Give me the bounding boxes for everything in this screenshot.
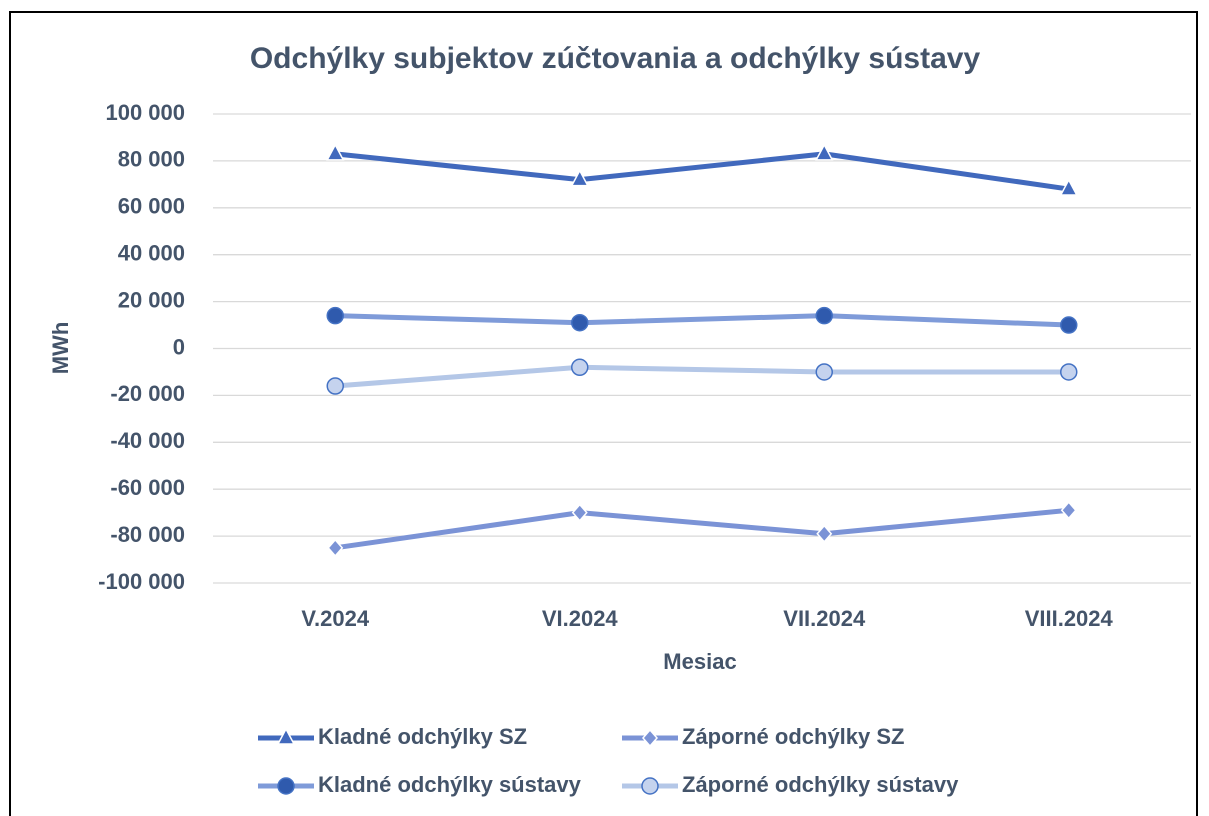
- data-point: [571, 503, 588, 522]
- data-point: [326, 377, 344, 395]
- data-point: [571, 313, 589, 332]
- x-tick-label: VI.2024: [542, 606, 619, 631]
- legend-marker: [641, 777, 659, 795]
- legend-label: Záporné odchýlky SZ: [682, 724, 905, 749]
- series-line: [334, 151, 1070, 192]
- data-point: [815, 363, 833, 381]
- y-tick-label: 40 000: [118, 241, 185, 266]
- legend-label: Kladné odchýlky sústavy: [318, 772, 582, 797]
- x-tick-label: V.2024: [301, 606, 369, 631]
- data-point: [1059, 178, 1078, 196]
- y-tick-label: -20 000: [110, 381, 185, 406]
- data-point: [570, 169, 589, 187]
- y-tick-label: -100 000: [98, 569, 185, 594]
- y-axis-title: MWh: [48, 322, 73, 375]
- data-point: [1060, 501, 1077, 520]
- data-point: [571, 358, 589, 377]
- legend-label: Kladné odchýlky SZ: [318, 724, 527, 749]
- series-line: [334, 507, 1069, 551]
- y-tick-label: 0: [173, 334, 185, 359]
- x-axis-title: Mesiac: [663, 649, 736, 674]
- y-tick-label: -60 000: [110, 475, 185, 500]
- series-line: [335, 364, 1069, 389]
- data-point: [1060, 316, 1078, 334]
- y-tick-label: 100 000: [105, 100, 185, 125]
- data-point: [326, 306, 344, 325]
- data-point: [327, 538, 344, 557]
- legend-marker: [276, 727, 296, 745]
- x-tick-label: VII.2024: [783, 606, 866, 631]
- chart-frame: [9, 11, 1198, 816]
- legend-label: Záporné odchýlky sústavy: [682, 772, 959, 797]
- chart-title: Odchýlky subjektov zúčtovania a odchýlky…: [250, 42, 981, 75]
- legend-marker: [277, 777, 295, 795]
- y-tick-label: -80 000: [110, 522, 185, 547]
- data-point: [815, 143, 834, 161]
- x-tick-label: VIII.2024: [1025, 606, 1114, 631]
- data-point: [1060, 363, 1078, 381]
- data-point: [815, 306, 833, 325]
- y-tick-label: 20 000: [118, 287, 185, 312]
- data-point: [816, 524, 833, 543]
- legend-marker: [642, 728, 658, 748]
- y-tick-label: 80 000: [118, 147, 185, 172]
- y-tick-label: 60 000: [118, 194, 185, 219]
- series-line: [335, 313, 1069, 328]
- data-point: [326, 143, 345, 161]
- y-tick-label: -40 000: [110, 428, 185, 453]
